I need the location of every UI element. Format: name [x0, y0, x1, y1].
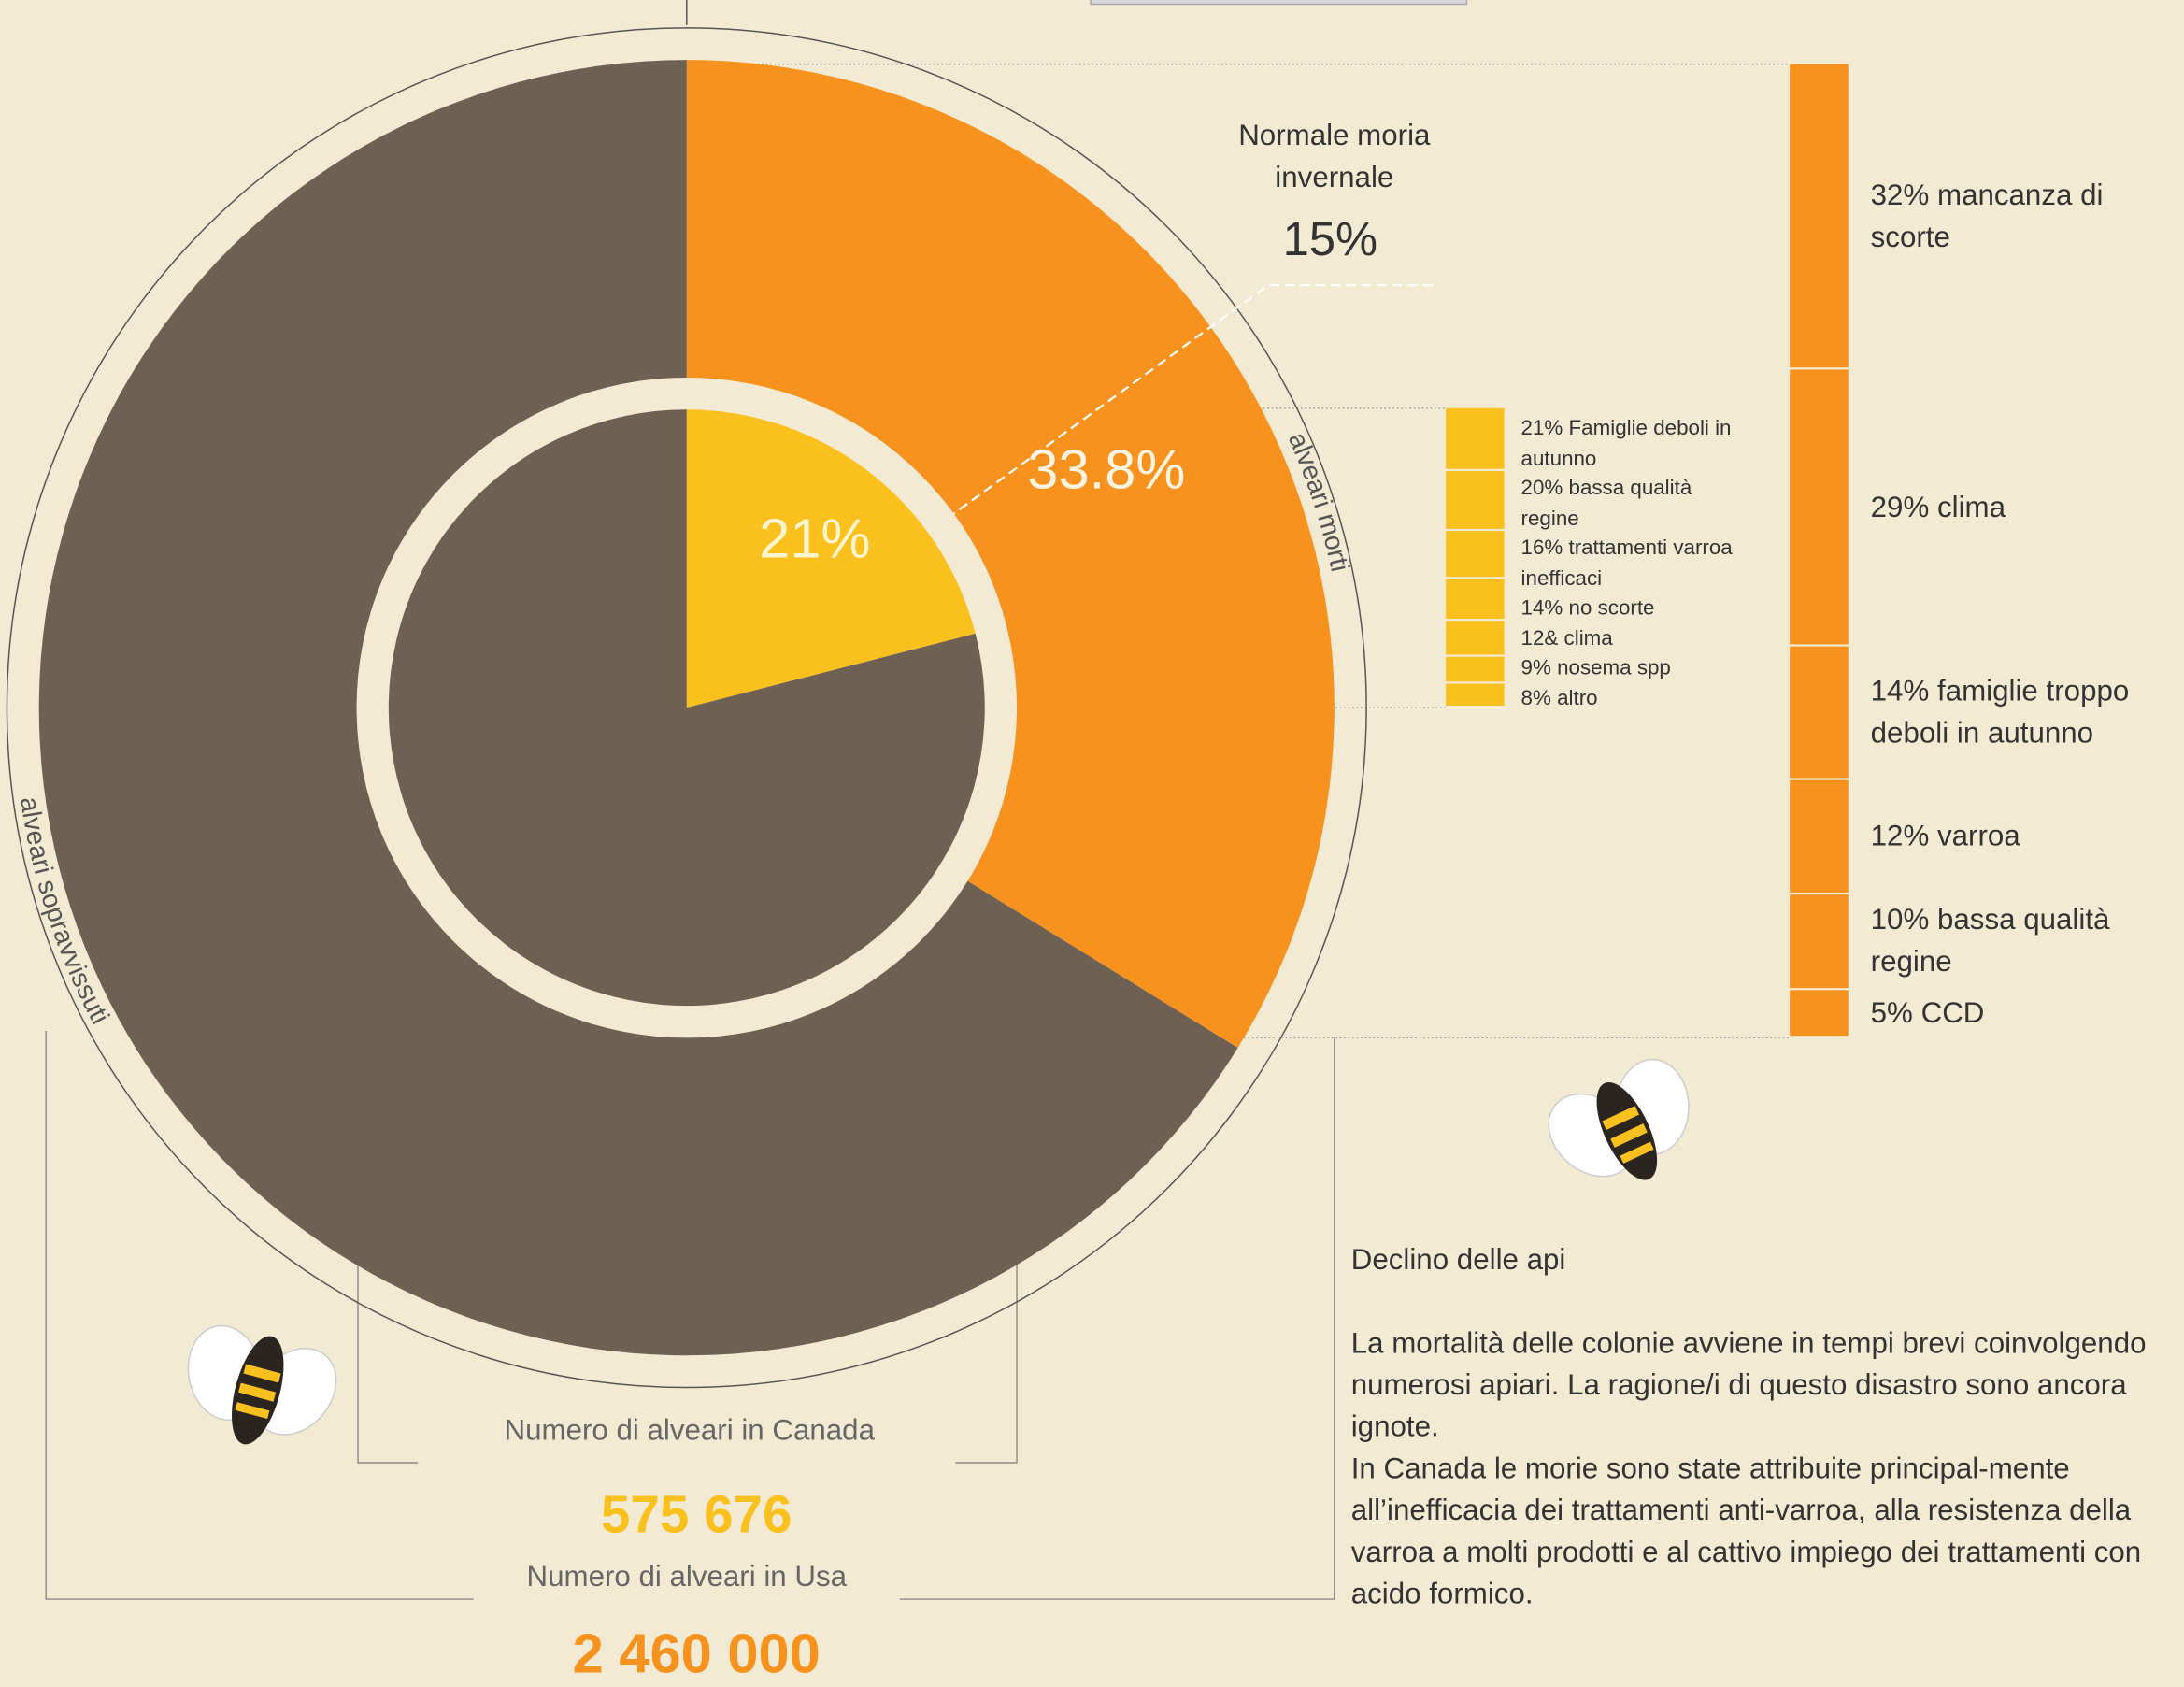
- bar-segment: [1790, 990, 1849, 1036]
- bar-segment: [1446, 531, 1505, 577]
- infographic: 33.8%alveari mortialveari sopravvissutiN…: [0, 0, 2184, 1687]
- slice-label: 33.8%: [1027, 437, 1185, 500]
- annotation-text-box: Normale moria invernale: [1195, 116, 1474, 199]
- page: {"chart_data": [ {"type": "pie", "title"…: [0, 0, 2184, 1687]
- bar-segment: [1446, 621, 1505, 654]
- text-title-box: Declino delle api: [1351, 1240, 2132, 1282]
- bar-segment: [1446, 408, 1505, 469]
- bar-segment: [1446, 684, 1505, 706]
- bar-label-text: 32% mancanza di scorte: [1871, 175, 2184, 258]
- top-tab: [1091, 0, 1466, 5]
- annotation-value: 15%: [1283, 212, 1377, 265]
- bar-label-box: 5% CCD: [1871, 990, 2184, 1037]
- bar-label: 16% trattamenti varroa inefficaci: [1521, 534, 1744, 593]
- bar-label: 9% nosema spp: [1521, 653, 1744, 683]
- bar-label: 10% bassa qualità regine: [1871, 894, 2184, 990]
- bar-segment: [1446, 471, 1505, 529]
- bar-label-box: 10% bassa qualità regine: [1871, 894, 2184, 990]
- bar-label-box: 14% famiglie troppo deboli in autunno: [1871, 647, 2184, 780]
- bar-label-box: 29% clima: [1871, 369, 2184, 646]
- bar-label: 14% no scorte: [1521, 593, 1744, 623]
- bar-segment: [1790, 64, 1849, 368]
- bee-icon: [1520, 1032, 1728, 1216]
- bar-label-text: 29% clima: [1871, 487, 2006, 529]
- pie-total: 2 460 000: [573, 1622, 821, 1684]
- bar-segment: [1790, 647, 1849, 779]
- bar-label: 12& clima: [1521, 623, 1744, 653]
- text-title: Declino delle api: [1351, 1240, 2132, 1282]
- pie-title: Numero di alveari in Usa: [527, 1560, 848, 1593]
- bar-label: 12% varroa: [1871, 780, 2184, 895]
- text-paragraph: In Canada le morie sono state attribuite…: [1351, 1449, 2184, 1616]
- pie-total: 575 676: [601, 1486, 792, 1545]
- bar-label: 32% mancanza di scorte: [1871, 64, 2184, 370]
- bar-label-text: 12% varroa: [1871, 817, 2020, 859]
- bee-icon: [157, 1303, 361, 1467]
- bracket-gap: [418, 1449, 955, 1477]
- bar-label: 29% clima: [1871, 369, 2184, 646]
- bar-label-box: 12% varroa: [1871, 780, 2184, 895]
- pie-title: Numero di alveari in Canada: [505, 1413, 876, 1446]
- bar-label: 14% famiglie troppo deboli in autunno: [1871, 647, 2184, 780]
- text-paragraph-box: In Canada le morie sono state attribuite…: [1351, 1449, 2184, 1630]
- slice-label: 21%: [759, 507, 870, 569]
- bar-segment: [1790, 780, 1849, 893]
- bar-segment: [1790, 369, 1849, 644]
- bar-label-text: 14% famiglie troppo deboli in autunno: [1871, 671, 2184, 754]
- bar-label: 21% Famiglie deboli in autunno: [1521, 414, 1744, 474]
- text-paragraph-box: La mortalità delle colonie avviene in te…: [1351, 1323, 2184, 1449]
- bar-label: 8% altro: [1521, 683, 1744, 713]
- bar-label: 5% CCD: [1871, 990, 2184, 1037]
- bar-label: 20% bassa qualità regine: [1521, 474, 1744, 534]
- bar-segment: [1790, 894, 1849, 988]
- bar-label-text: 10% bassa qualità regine: [1871, 901, 2184, 984]
- text-paragraph: La mortalità delle colonie avviene in te…: [1351, 1323, 2184, 1449]
- bar-label-box: 32% mancanza di scorte: [1871, 64, 2184, 370]
- bar-label-text: 5% CCD: [1871, 994, 1985, 1036]
- bar-segment: [1446, 657, 1505, 682]
- annotation-text: Normale moria invernale: [1195, 116, 1474, 199]
- bar-segment: [1446, 579, 1505, 619]
